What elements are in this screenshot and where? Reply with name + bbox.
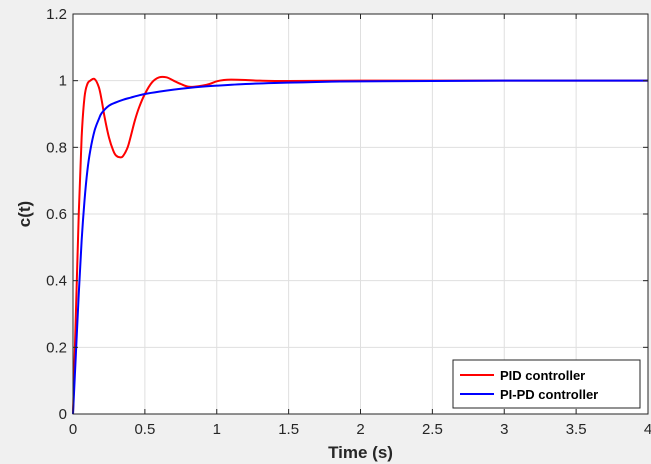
y-tick-labels: 0 0.2 0.4 0.6 0.8 1 1.2 [46,6,67,423]
y-tick-label: 1.2 [46,6,67,23]
y-tick-label: 0.8 [46,139,67,156]
y-tick-label: 0.4 [46,273,67,290]
legend: PID controller PI-PD controller [452,359,641,409]
x-tick-label: 3.5 [566,421,587,438]
x-tick-label: 0.5 [134,421,155,438]
y-tick-label: 1 [59,73,67,90]
legend-label-pid: PID controller [500,368,585,383]
legend-box [452,359,641,409]
x-tick-label: 2 [356,421,364,438]
x-tick-labels: 0 0.5 1 1.5 2 2.5 3 3.5 4 [69,421,651,438]
x-tick-label: 3 [500,421,508,438]
legend-label-pipd: PI-PD controller [500,387,598,402]
y-axis-label: c(t) [15,201,34,227]
x-tick-label: 2.5 [422,421,443,438]
x-tick-label: 1.5 [278,421,299,438]
series-line-pipd [72,79,648,415]
x-tick-label: 4 [644,421,651,438]
x-axis-label: Time (s) [328,443,393,462]
x-tick-label: 0 [69,421,77,438]
y-tick-label: 0 [59,406,67,423]
tick-marks [72,13,649,415]
x-tick-label: 1 [213,421,221,438]
series-lines [72,75,648,415]
y-tick-label: 0.2 [46,339,67,356]
y-tick-label: 0.6 [46,206,67,223]
